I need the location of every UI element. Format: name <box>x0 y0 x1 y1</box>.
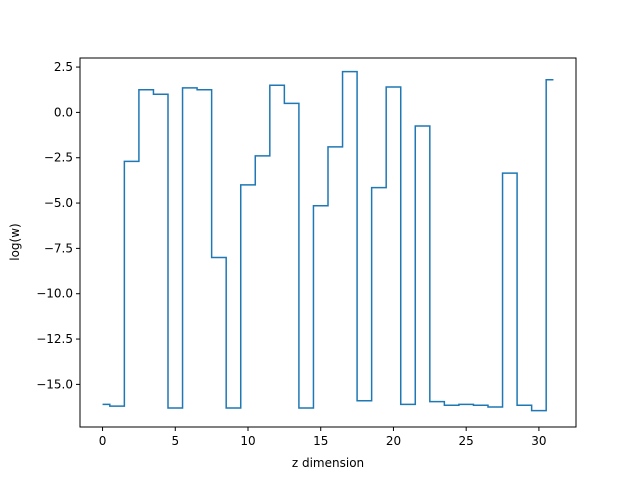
x-tick-label: 25 <box>459 434 474 448</box>
x-tick-label: 30 <box>531 434 546 448</box>
y-axis: 2.5 0.0 −2.5 −5.0 −7.5 −10.0 −12.5 −15.0 <box>36 60 80 391</box>
x-tick-label: 15 <box>313 434 328 448</box>
x-axis: 0 5 10 15 20 25 30 <box>99 427 547 448</box>
series-line-0 <box>102 70 554 412</box>
y-tick-label: −12.5 <box>36 332 73 346</box>
series-layer <box>102 70 554 412</box>
y-tick-label: 2.5 <box>54 60 73 74</box>
plot-area-frame <box>79 57 577 428</box>
x-tick-label: 20 <box>386 434 401 448</box>
y-tick-label: −5.0 <box>44 196 73 210</box>
x-tick-label: 10 <box>240 434 255 448</box>
y-tick-label: −10.0 <box>36 287 73 301</box>
x-axis-label: z dimension <box>292 456 364 470</box>
y-tick-label: −7.5 <box>44 241 73 255</box>
y-axis-label: log(w) <box>8 223 22 260</box>
y-tick-label: −15.0 <box>36 377 73 391</box>
x-tick-label: 0 <box>99 434 107 448</box>
x-tick-label: 5 <box>171 434 179 448</box>
y-tick-label: 0.0 <box>54 105 73 119</box>
y-tick-label: −2.5 <box>44 151 73 165</box>
